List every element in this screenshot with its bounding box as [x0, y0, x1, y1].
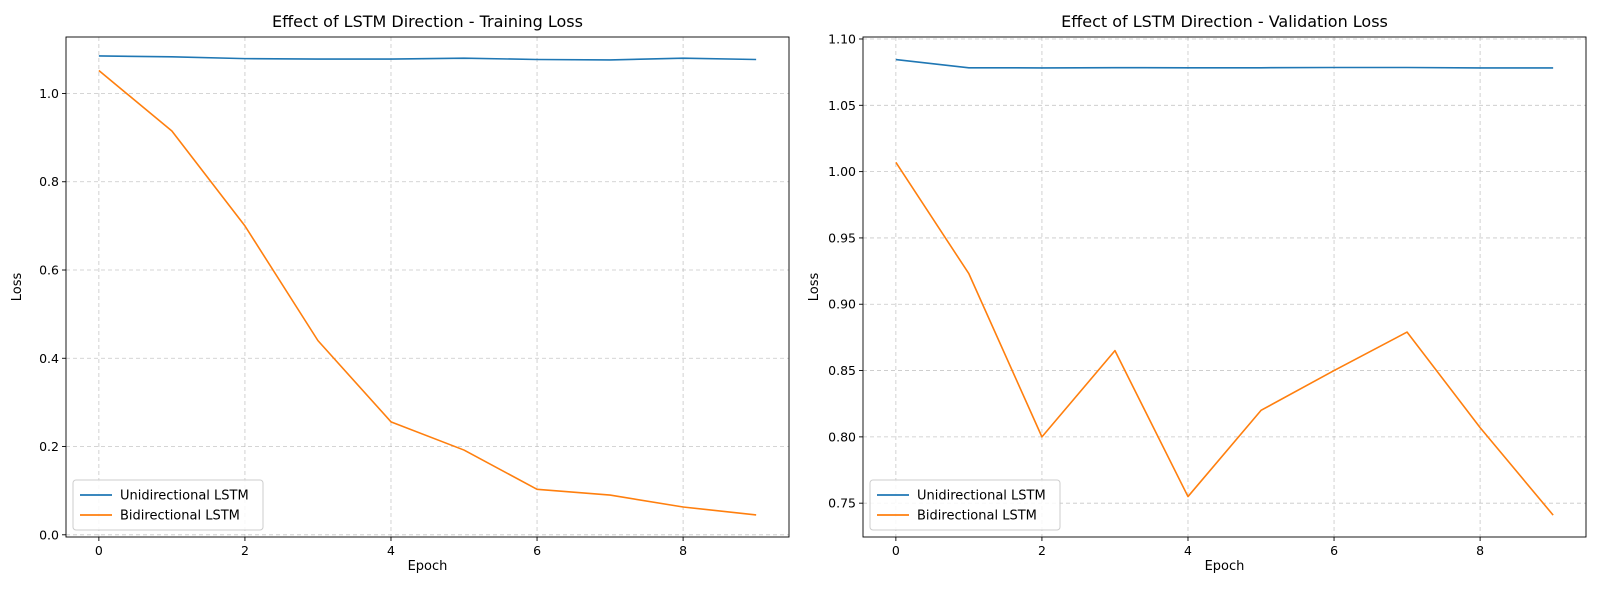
- validation-x-axis-label: Epoch: [1205, 559, 1245, 574]
- training-series-line-unidirectional: [98, 55, 757, 61]
- validation-y-axis-label: Loss: [807, 273, 822, 302]
- training-xtick-label: 6: [533, 543, 541, 558]
- training-chart: 0 2 4 6 8 0.0 0.2 0.4 0.6 0.8 1.0 Effect of LSTM Di…: [10, 12, 790, 574]
- training-plot-frame: [65, 36, 790, 538]
- training-xtick-label: 0: [95, 543, 103, 558]
- validation-ytick-label: 0.95: [828, 230, 856, 245]
- training-ytick-label: 1.0: [39, 86, 59, 101]
- validation-legend-label-unidirectional: Unidirectional LSTM: [917, 489, 1046, 504]
- training-ytick-label: 0.4: [39, 351, 59, 366]
- validation-xtick-label: 4: [1184, 543, 1192, 558]
- training-series-line-bidirectional: [98, 69, 757, 516]
- validation-series-line-unidirectional: [895, 58, 1554, 69]
- training-x-axis-label: Epoch: [408, 559, 448, 574]
- training-ytick-label: 0.8: [39, 174, 59, 189]
- validation-ytick-label: 0.75: [828, 496, 856, 511]
- validation-xtick-label: 2: [1038, 543, 1046, 558]
- validation-ytick-label: 1.00: [828, 164, 856, 179]
- validation-xtick-label: 6: [1330, 543, 1338, 558]
- validation-ytick-label: 0.80: [828, 429, 856, 444]
- training-y-axis-label: Loss: [10, 273, 25, 302]
- validation-xtick-label: 8: [1476, 543, 1484, 558]
- validation-chart: 0 2 4 6 8 0.75 0.80 0.85 0.90 0.95 1.00 1.05 1.10 Eff…: [807, 12, 1587, 574]
- validation-legend-label-bidirectional: Bidirectional LSTM: [917, 509, 1037, 524]
- validation-legend-box: [869, 479, 1061, 531]
- training-legend-label-unidirectional: Unidirectional LSTM: [120, 489, 249, 504]
- training-legend-label-bidirectional: Bidirectional LSTM: [120, 509, 240, 524]
- validation-xtick-label: 0: [892, 543, 900, 558]
- training-ytick-label: 0.2: [39, 439, 59, 454]
- training-legend-box: [72, 479, 264, 531]
- training-ytick-label: 0.6: [39, 263, 59, 278]
- validation-ytick-label: 1.10: [828, 31, 856, 46]
- training-xtick-label: 4: [387, 543, 395, 558]
- validation-ytick-label: 1.05: [828, 98, 856, 113]
- training-legend: Unidirectional LSTM Bidirectional LSTM: [72, 479, 264, 531]
- validation-ytick-label: 0.90: [828, 297, 856, 312]
- training-chart-title: Effect of LSTM Direction - Training Loss: [272, 12, 583, 31]
- validation-plot-frame: [862, 36, 1587, 538]
- validation-ytick-label: 0.85: [828, 363, 856, 378]
- training-xtick-label: 8: [679, 543, 687, 558]
- validation-chart-title: Effect of LSTM Direction - Validation Lo…: [1061, 12, 1388, 31]
- validation-series-line-bidirectional: [895, 161, 1554, 516]
- training-ytick-label: 0.0: [39, 527, 59, 542]
- training-xtick-label: 2: [241, 543, 249, 558]
- validation-legend: Unidirectional LSTM Bidirectional LSTM: [869, 479, 1061, 531]
